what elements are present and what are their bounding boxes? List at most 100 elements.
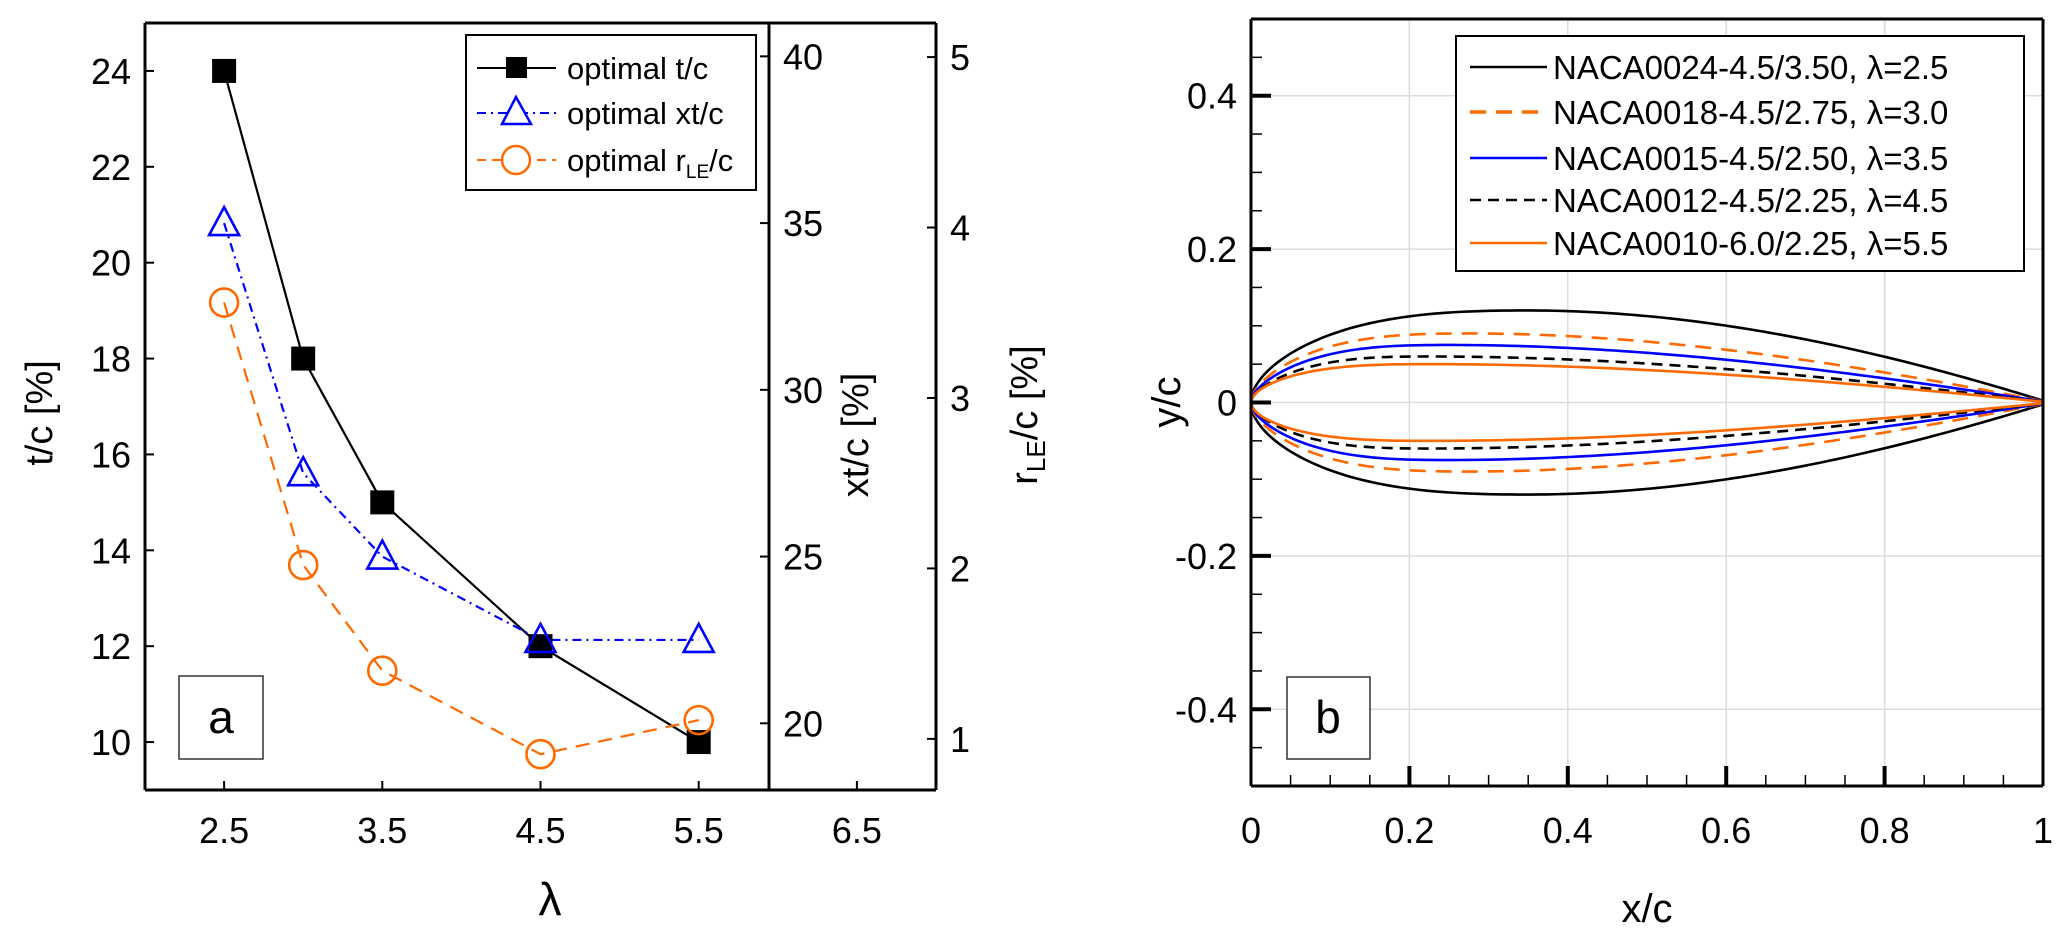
panel-b-ytick-label: -0.2 [1175, 536, 1237, 577]
panel-a-left-ytick-label: 12 [91, 626, 131, 667]
panel-a-left-ytick-label: 14 [91, 530, 131, 571]
data-point-square [291, 346, 316, 371]
data-point-circle [683, 704, 715, 736]
data-point-triangle [286, 454, 321, 487]
legend-circle-marker-icon [500, 144, 532, 176]
panel-a-xtick-label: 6.5 [832, 810, 882, 851]
airfoil-lower-surface-0 [1249, 402, 2045, 496]
legend-entry-tc: optimal t/c [477, 51, 708, 86]
panel-a-rle-ytick-label: 5 [950, 37, 970, 78]
airfoil-lower-surface-1 [1249, 402, 2045, 473]
legend-label-tc: optimal t/c [567, 51, 708, 86]
legend-label-3: NACA0012-4.5/2.25, λ=4.5 [1553, 182, 1948, 219]
legend-entry-1: NACA0018-4.5/2.75, λ=3.0 [1470, 94, 1948, 131]
data-point-triangle [206, 204, 242, 237]
panel-b-xtick-label: 0 [1241, 810, 1261, 851]
legend-entry-4: NACA0010-6.0/2.25, λ=5.5 [1470, 225, 1948, 262]
panel-b-ytick-label: 0.2 [1187, 229, 1237, 270]
panel-b-xtick-label: 0.6 [1701, 810, 1751, 851]
legend-label-1: NACA0018-4.5/2.75, λ=3.0 [1553, 94, 1948, 131]
data-point-triangle [365, 537, 400, 570]
legend-square-marker-icon [506, 57, 527, 78]
panel-a-left-ytick-label: 22 [91, 147, 131, 188]
panel-b-ticks [1251, 56, 2005, 786]
legend-triangle-marker-icon [499, 94, 534, 126]
legend-entry-xt: optimal xt/c [477, 94, 724, 131]
legend-rle-rest: /c [709, 143, 733, 178]
panel-b-xtick-label: 1 [2033, 810, 2053, 851]
panel-b-legend-entries: NACA0024-4.5/3.50, λ=2.5 NACA0018-4.5/2.7… [1470, 49, 1948, 262]
series-line-triangle [223, 222, 699, 642]
legend-label-xt: optimal xt/c [567, 96, 724, 131]
legend-entry-rle: optimal rLE/c [477, 143, 733, 183]
legend-label-rle: optimal rLE/c [567, 143, 733, 183]
panel-a-left-ytick-label: 20 [91, 243, 131, 284]
airfoil-upper-surface-1 [1249, 332, 2045, 403]
panel-b-xlabel: x/c [1621, 887, 1672, 931]
panel-b-xtick-label: 0.2 [1384, 810, 1434, 851]
panel-a-label-box [178, 675, 264, 760]
data-point-circle [525, 738, 556, 770]
data-point-circle [287, 549, 319, 581]
panel-b-curves [1249, 309, 2045, 496]
panel-a-left-ytick-label: 24 [91, 51, 131, 92]
panel-a-xtick-label: 2.5 [199, 810, 249, 851]
airfoil-lower-surface-4 [1249, 401, 2045, 443]
rle-label-sub: LE [1021, 440, 1051, 472]
panel-a-rle-ytick-label: 3 [950, 378, 970, 419]
panel-a-rle-ytick-label: 1 [950, 719, 970, 760]
panel-a-xt-ylabel: xt/c [%] [835, 373, 877, 498]
data-point-triangle [523, 621, 558, 654]
data-point-circle [208, 287, 240, 318]
legend-rle-main: optimal r [567, 143, 686, 178]
panel-b-tick-labels: 0 0.2 0.4 0.6 0.8 1 -0.4 -0.2 0 0.2 0.4 [1175, 76, 2053, 851]
panel-b-label-box [1286, 676, 1371, 760]
airfoil-upper-surface-4 [1249, 362, 2045, 404]
panel-a-legend: optimal t/c optimal xt/c optimal rLE/c [465, 34, 757, 191]
panel-a-xtick-label: 3.5 [357, 810, 407, 851]
panel-a-xt-ytick-label: 20 [783, 703, 823, 744]
panel-a-xt-ytick-label: 25 [783, 537, 823, 578]
panel-a-rle-ytick-label: 2 [950, 548, 970, 589]
legend-rle-sub: LE [686, 162, 709, 183]
panel-b-ytick-label: 0.4 [1187, 76, 1237, 117]
panel-a-left-ytick-label: 18 [91, 339, 131, 380]
panel-a-left-ytick-label: 10 [91, 722, 131, 763]
legend-entry-3: NACA0012-4.5/2.25, λ=4.5 [1470, 182, 1948, 219]
panel-b-ytick-label: 0 [1217, 383, 1237, 424]
panel-b-ylabel: y/c [1145, 376, 1189, 427]
airfoil-upper-surface-0 [1249, 309, 2045, 403]
panel-a-xt-ytick-label: 35 [783, 203, 823, 244]
panel-a-xlabel: λ [539, 873, 562, 925]
panel-b-ytick-label: -0.4 [1175, 689, 1237, 730]
panel-a-tick-labels: 2.5 3.5 4.5 5.5 6.51012141618202224202530354… [91, 36, 970, 851]
data-point-square [370, 490, 395, 515]
airfoil-lower-surface-2 [1249, 402, 2045, 462]
panel-b-xtick-label: 0.8 [1860, 810, 1910, 851]
panel-a-label: a [208, 691, 234, 743]
panel-a-series-markers [206, 58, 716, 770]
legend-label-0: NACA0024-4.5/3.50, λ=2.5 [1553, 49, 1948, 86]
panel-b-legend: NACA0024-4.5/3.50, λ=2.5 NACA0018-4.5/2.7… [1455, 35, 2025, 272]
data-point-circle [366, 655, 398, 686]
panel-a-xt-ytick-label: 40 [783, 36, 823, 77]
panel-a-left-ylabel: t/c [%] [19, 360, 61, 466]
panel-a-xtick-label: 5.5 [674, 810, 724, 851]
panel-a-rle-ytick-label: 4 [950, 208, 970, 249]
panel-b-legend-box [1455, 35, 2025, 272]
data-point-triangle [681, 621, 716, 654]
legend-entry-2: NACA0015-4.5/2.50, λ=3.5 [1470, 140, 1948, 177]
legend-entry-0: NACA0024-4.5/3.50, λ=2.5 [1470, 49, 1948, 86]
panel-a-left-ytick-label: 16 [91, 434, 131, 475]
panel-b: 0 0.2 0.4 0.6 0.8 1 -0.4 -0.2 0 0.2 0.4 x/c y/c NA… [1145, 17, 2053, 931]
airfoil-upper-surface-2 [1249, 343, 2045, 403]
rle-label-main: r [1004, 472, 1046, 485]
legend-label-4: NACA0010-6.0/2.25, λ=5.5 [1553, 225, 1948, 262]
panel-b-label: b [1315, 691, 1341, 743]
panel-a-xtick-label: 4.5 [515, 810, 565, 851]
panel-a-rle-ylabel: rLE/c [%] [1004, 345, 1051, 485]
panel-b-xtick-label: 0.4 [1543, 810, 1593, 851]
rle-label-rest: /c [%] [1004, 345, 1046, 440]
panel-a-xt-ytick-label: 30 [783, 370, 823, 411]
